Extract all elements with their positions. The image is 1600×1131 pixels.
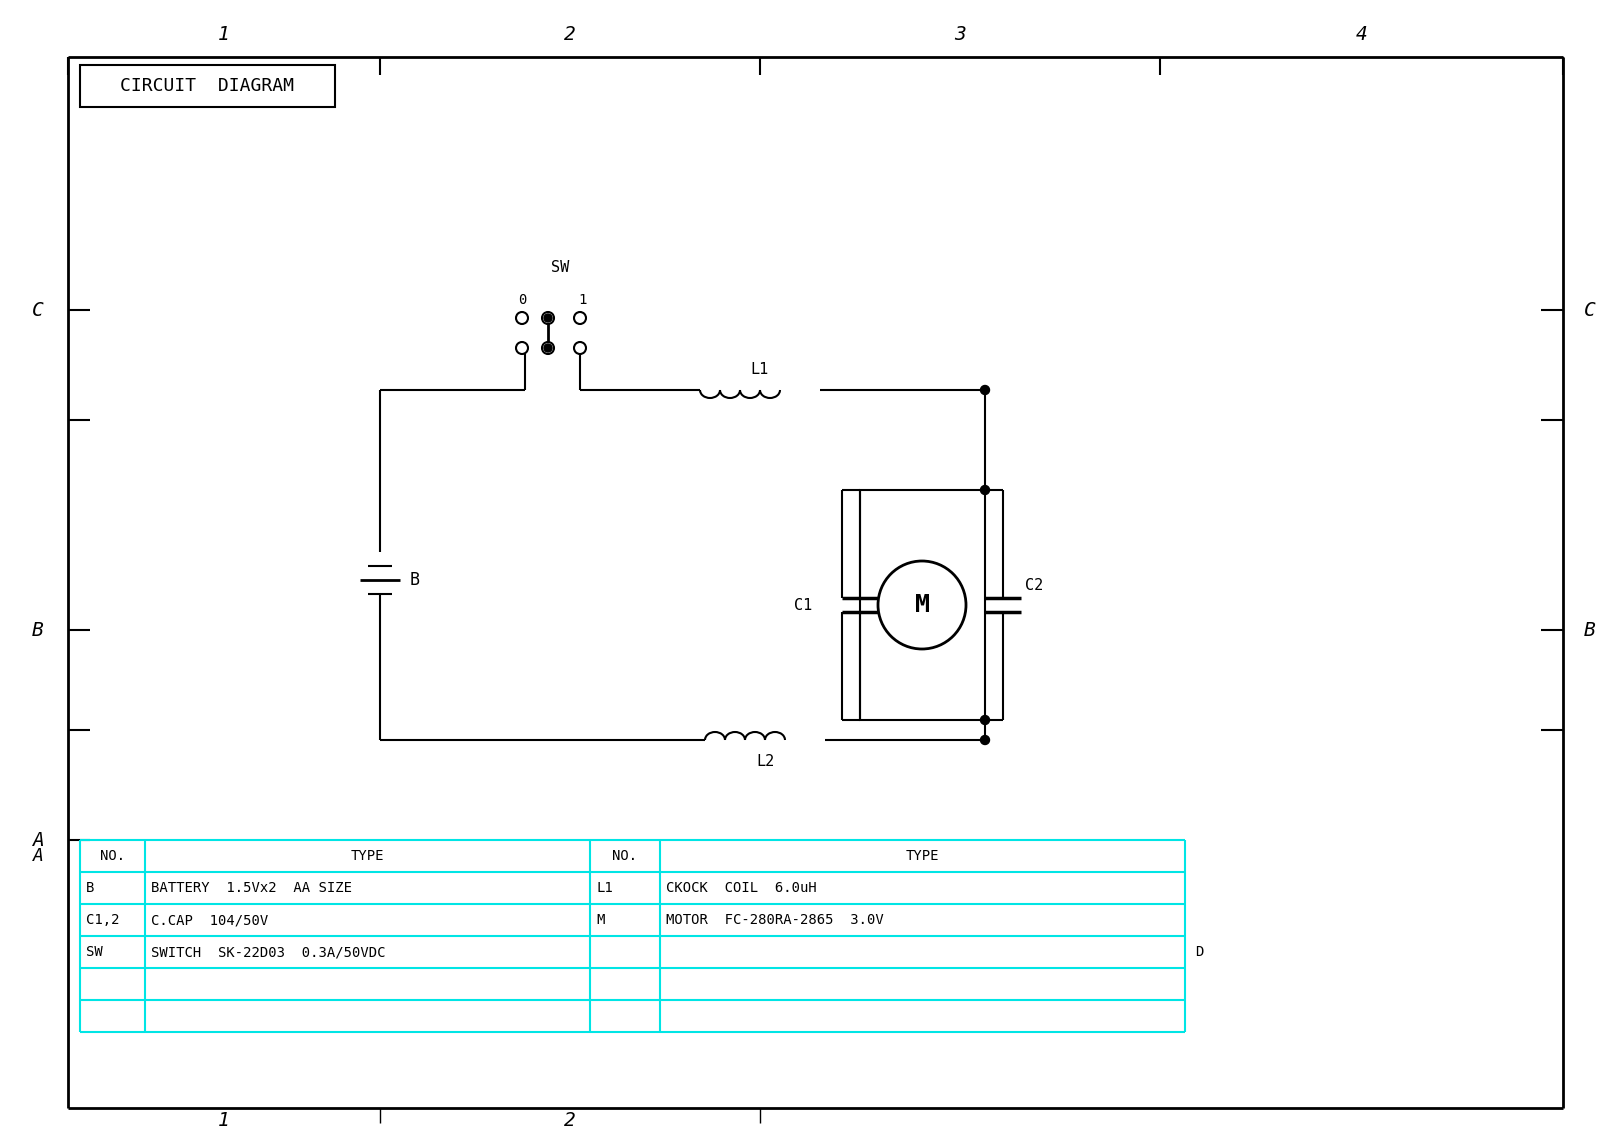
Circle shape — [981, 485, 989, 494]
Circle shape — [544, 344, 552, 352]
Text: B: B — [32, 621, 43, 639]
Circle shape — [574, 342, 586, 354]
Text: C: C — [1584, 301, 1595, 319]
Text: L1: L1 — [750, 363, 770, 378]
Text: C1,2: C1,2 — [86, 913, 120, 927]
Text: 1: 1 — [218, 1112, 230, 1131]
Text: C2: C2 — [1026, 578, 1043, 593]
Text: MOTOR  FC-280RA-2865  3.0V: MOTOR FC-280RA-2865 3.0V — [666, 913, 883, 927]
Circle shape — [981, 386, 989, 395]
Text: L1: L1 — [595, 881, 613, 895]
Text: BATTERY  1.5Vx2  AA SIZE: BATTERY 1.5Vx2 AA SIZE — [150, 881, 352, 895]
Circle shape — [542, 312, 554, 323]
Text: 0: 0 — [518, 293, 526, 307]
Text: CIRCUIT  DIAGRAM: CIRCUIT DIAGRAM — [120, 77, 294, 95]
Text: B: B — [410, 571, 419, 589]
Text: 1: 1 — [578, 293, 586, 307]
Text: SW: SW — [86, 946, 102, 959]
Text: C.CAP  104/50V: C.CAP 104/50V — [150, 913, 269, 927]
Circle shape — [544, 314, 552, 322]
Text: SWITCH  SK-22D03  0.3A/50VDC: SWITCH SK-22D03 0.3A/50VDC — [150, 946, 386, 959]
Text: B: B — [86, 881, 94, 895]
Text: 1: 1 — [218, 26, 230, 44]
Text: A: A — [32, 830, 43, 849]
Text: B: B — [1584, 621, 1595, 639]
Text: 2: 2 — [565, 26, 576, 44]
Circle shape — [542, 342, 554, 354]
Bar — [861, 490, 986, 720]
Bar — [80, 64, 334, 107]
Text: NO.: NO. — [99, 849, 125, 863]
Text: A: A — [32, 847, 43, 865]
Circle shape — [981, 735, 989, 744]
Circle shape — [515, 312, 528, 323]
Text: M: M — [595, 913, 605, 927]
Circle shape — [574, 312, 586, 323]
Circle shape — [515, 342, 528, 354]
Text: D: D — [1195, 946, 1203, 959]
Text: C1: C1 — [794, 597, 813, 613]
Text: CKOCK  COIL  6.0uH: CKOCK COIL 6.0uH — [666, 881, 816, 895]
Text: SW: SW — [550, 260, 570, 276]
Text: TYPE: TYPE — [350, 849, 384, 863]
Text: L2: L2 — [755, 754, 774, 769]
Text: TYPE: TYPE — [906, 849, 939, 863]
Text: 2: 2 — [565, 1112, 576, 1131]
Text: C: C — [32, 301, 43, 319]
Text: M: M — [915, 593, 930, 618]
Circle shape — [878, 561, 966, 649]
Text: 4: 4 — [1357, 26, 1368, 44]
Circle shape — [981, 716, 989, 725]
Text: NO.: NO. — [613, 849, 637, 863]
Text: 3: 3 — [954, 26, 966, 44]
